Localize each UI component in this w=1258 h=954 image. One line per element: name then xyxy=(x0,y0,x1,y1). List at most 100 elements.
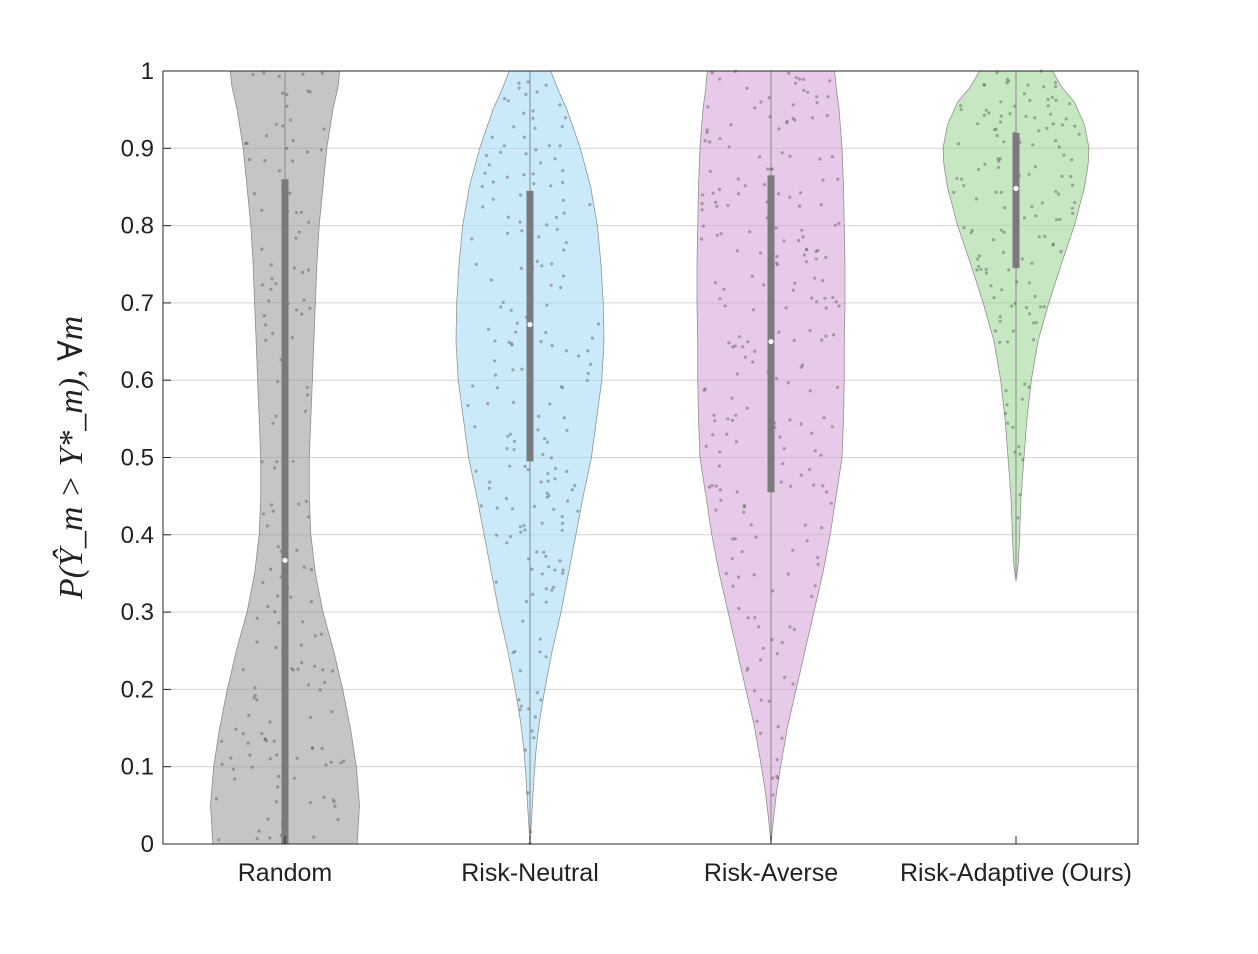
point-2-77 xyxy=(726,417,730,421)
point-3-47 xyxy=(1028,98,1032,102)
point-2-51 xyxy=(791,548,795,552)
point-2-218 xyxy=(745,406,749,410)
point-2-242 xyxy=(741,345,745,349)
point-2-297 xyxy=(834,300,838,304)
point-3-221 xyxy=(989,284,993,288)
point-0-39 xyxy=(277,774,281,779)
point-3-209 xyxy=(999,114,1004,118)
median-dot-3 xyxy=(1013,185,1019,192)
point-2-251 xyxy=(808,329,812,333)
point-1-4 xyxy=(553,477,557,481)
point-1-195 xyxy=(577,354,581,358)
point-3-188 xyxy=(976,264,981,268)
point-3-4 xyxy=(976,257,980,261)
point-0-174 xyxy=(252,192,256,196)
point-2-156 xyxy=(786,381,791,385)
point-2-168 xyxy=(710,483,714,488)
point-0-99 xyxy=(302,298,306,302)
point-0-131 xyxy=(277,74,281,79)
point-3-254 xyxy=(1037,235,1041,239)
point-1-298 xyxy=(544,600,548,604)
point-2-45 xyxy=(727,341,731,345)
point-3-252 xyxy=(1024,114,1028,118)
point-2-87 xyxy=(835,385,840,389)
point-2-129 xyxy=(787,71,791,75)
point-2-135 xyxy=(718,187,722,191)
point-3-286 xyxy=(1027,281,1031,285)
point-3-189 xyxy=(1030,205,1034,209)
point-1-140 xyxy=(530,567,534,571)
point-3-170 xyxy=(1020,257,1024,261)
point-2-74 xyxy=(788,154,792,158)
point-0-43 xyxy=(312,835,316,839)
point-1-121 xyxy=(559,286,563,290)
x-tick-label-0: Random xyxy=(238,859,333,887)
point-1-168 xyxy=(505,447,509,451)
point-0-152 xyxy=(285,146,289,150)
point-2-287 xyxy=(718,297,722,301)
point-2-89 xyxy=(705,130,709,134)
point-0-193 xyxy=(217,838,221,842)
point-3-24 xyxy=(1062,153,1066,157)
point-2-61 xyxy=(818,157,822,161)
point-2-158 xyxy=(731,584,735,588)
point-1-108 xyxy=(559,385,564,389)
point-3-291 xyxy=(959,177,964,181)
point-1-12 xyxy=(490,135,494,139)
point-0-279 xyxy=(268,757,272,761)
point-1-272 xyxy=(565,428,569,432)
point-1-132 xyxy=(533,126,537,130)
point-0-261 xyxy=(263,159,267,163)
point-0-34 xyxy=(300,312,304,316)
point-3-219 xyxy=(979,267,983,271)
point-1-85 xyxy=(573,484,577,488)
point-1-118 xyxy=(566,499,570,503)
point-2-104 xyxy=(735,490,739,494)
point-3-44 xyxy=(1001,250,1006,255)
point-2-261 xyxy=(791,103,795,107)
point-1-258 xyxy=(554,215,559,220)
point-0-129 xyxy=(245,141,249,145)
point-2-205 xyxy=(700,237,704,241)
point-0-78 xyxy=(305,385,309,390)
point-2-108 xyxy=(821,178,825,182)
point-2-230 xyxy=(713,419,717,423)
point-2-293 xyxy=(734,413,738,417)
point-1-259 xyxy=(536,428,540,432)
point-2-235 xyxy=(774,226,778,230)
median-dot-2 xyxy=(768,338,774,345)
point-1-59 xyxy=(535,550,539,554)
point-2-41 xyxy=(714,508,718,512)
point-3-278 xyxy=(962,184,966,188)
point-2-116 xyxy=(799,422,803,426)
point-1-203 xyxy=(480,184,484,189)
point-1-280 xyxy=(558,103,562,107)
point-1-144 xyxy=(526,791,530,795)
point-2-284 xyxy=(797,77,802,81)
point-1-41 xyxy=(508,432,512,436)
point-0-13 xyxy=(308,90,312,94)
point-1-17 xyxy=(508,534,513,539)
point-2-210 xyxy=(703,139,707,143)
point-2-191 xyxy=(793,118,797,122)
point-2-96 xyxy=(779,480,783,484)
point-0-188 xyxy=(305,393,309,397)
point-0-11 xyxy=(260,208,264,212)
point-1-139 xyxy=(558,144,562,148)
y-tick-label-2: 0.2 xyxy=(121,676,154,703)
point-2-126 xyxy=(828,79,832,83)
point-2-227 xyxy=(785,119,789,124)
point-1-286 xyxy=(487,163,491,167)
point-2-58 xyxy=(719,232,723,236)
point-1-67 xyxy=(510,343,514,347)
point-3-190 xyxy=(1022,216,1027,220)
point-2-136 xyxy=(775,254,779,259)
point-2-275 xyxy=(810,431,814,435)
point-2-202 xyxy=(768,115,772,119)
point-0-51 xyxy=(246,741,250,745)
point-1-225 xyxy=(576,509,580,513)
point-2-243 xyxy=(751,360,755,364)
point-2-188 xyxy=(710,71,714,75)
point-0-223 xyxy=(319,632,324,636)
point-0-65 xyxy=(309,600,313,604)
